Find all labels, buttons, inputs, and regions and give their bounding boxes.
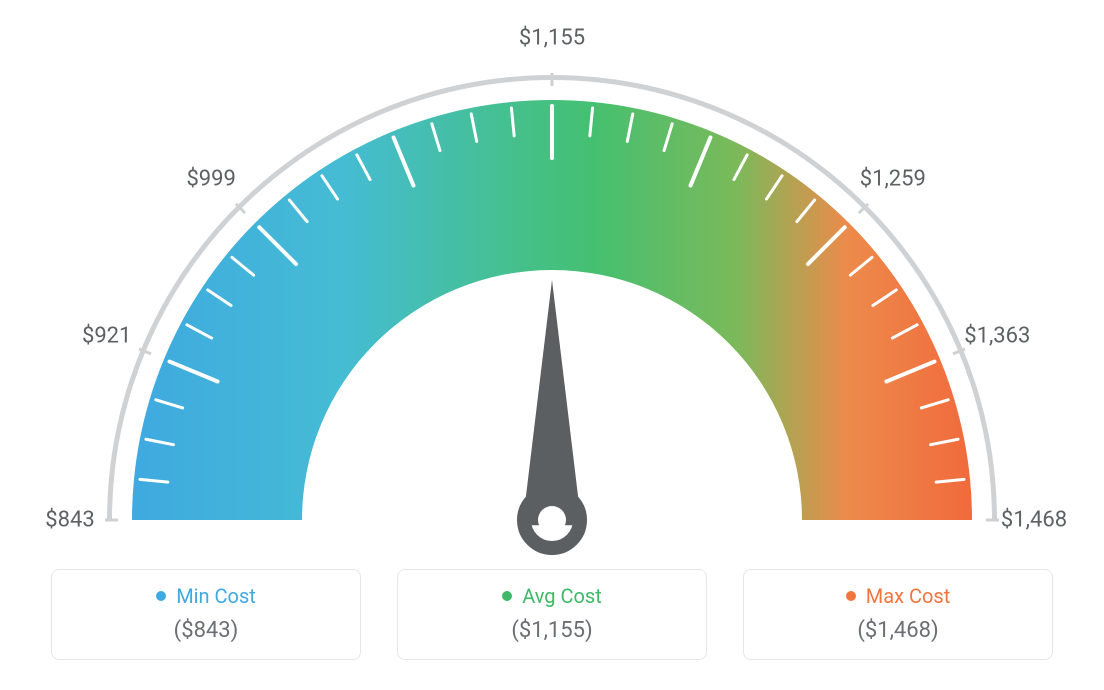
legend-value-avg: ($1,155)	[416, 618, 688, 643]
gauge-tick-label: $1,468	[1001, 508, 1067, 533]
gauge-area: $843 $921 $999 $1,155 $1,259 $1,363 $1,468	[0, 0, 1104, 560]
gauge-tick-label: $1,155	[519, 26, 585, 51]
gauge-tick-label: $1,259	[860, 167, 926, 192]
legend-card-avg: Avg Cost ($1,155)	[397, 569, 707, 660]
gauge-tick-label: $1,363	[964, 323, 1030, 348]
legend-value-min: ($843)	[70, 618, 342, 643]
legend-top-avg: Avg Cost	[416, 584, 688, 608]
legend-value-max: ($1,468)	[762, 618, 1034, 643]
legend-label-max: Max Cost	[866, 584, 951, 608]
legend-row: Min Cost ($843) Avg Cost ($1,155) Max Co…	[0, 569, 1104, 660]
legend-top-min: Min Cost	[70, 584, 342, 608]
gauge-tick-label: $843	[45, 508, 94, 533]
legend-dot-max	[846, 591, 856, 601]
gauge-tick-label: $999	[186, 167, 235, 192]
legend-label-min: Min Cost	[176, 584, 256, 608]
gauge-tick-label: $921	[82, 323, 131, 348]
legend-top-max: Max Cost	[762, 584, 1034, 608]
legend-dot-min	[156, 591, 166, 601]
legend-label-avg: Avg Cost	[522, 584, 602, 608]
legend-card-min: Min Cost ($843)	[51, 569, 361, 660]
gauge-svg	[0, 0, 1104, 560]
legend-card-max: Max Cost ($1,468)	[743, 569, 1053, 660]
legend-dot-avg	[502, 591, 512, 601]
cost-gauge-chart: $843 $921 $999 $1,155 $1,259 $1,363 $1,468 Min…	[0, 0, 1104, 690]
